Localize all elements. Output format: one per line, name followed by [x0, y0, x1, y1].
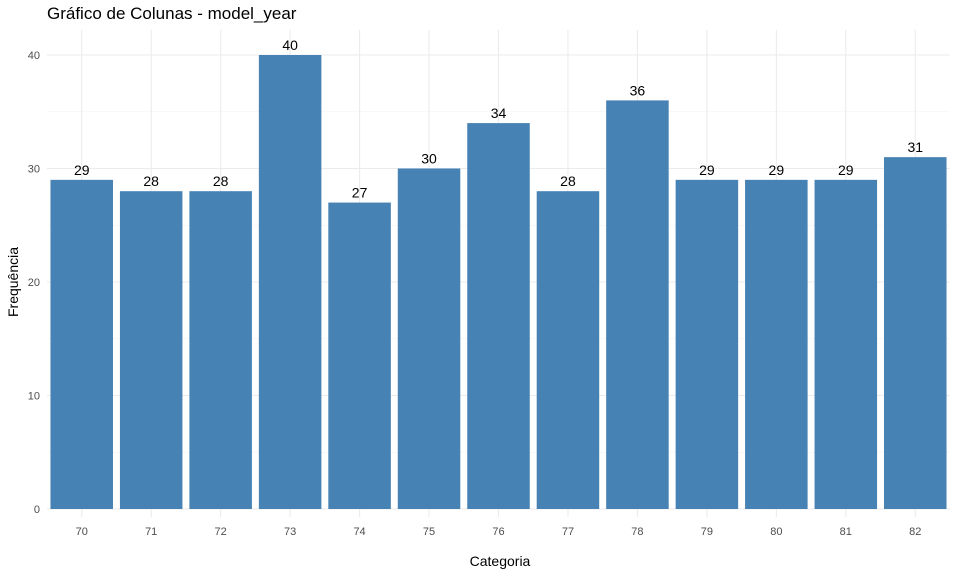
bar-value-label: 40: [282, 37, 298, 53]
bar: [606, 100, 669, 510]
y-axis-ticks: 0 10 20 30 40: [28, 50, 40, 516]
bar: [536, 191, 600, 509]
bar-value-label: 29: [838, 162, 854, 178]
y-axis-title: Frequência: [5, 247, 21, 317]
x-tick-label: 70: [76, 526, 88, 538]
x-tick-label: 73: [284, 526, 296, 538]
chart-title: Gráfico de Colunas - model_year: [47, 4, 297, 23]
x-tick-label: 74: [353, 526, 365, 538]
bar-value-labels: 29 28 28 40 27 30 34 28 36 29 29 29 31: [74, 37, 923, 201]
bar: [745, 179, 808, 509]
bar: [884, 157, 947, 509]
bar-value-label: 36: [630, 82, 646, 98]
bar-value-label: 34: [491, 105, 507, 121]
y-tick-label: 30: [28, 164, 40, 176]
bar-value-label: 29: [699, 162, 715, 178]
bar-value-label: 29: [74, 162, 90, 178]
x-tick-label: 72: [215, 526, 227, 538]
x-tick-label: 78: [631, 526, 643, 538]
bar: [397, 168, 461, 509]
x-tick-label: 76: [492, 526, 504, 538]
x-tick-label: 79: [701, 526, 713, 538]
x-tick-label: 80: [770, 526, 782, 538]
x-tick-label: 81: [840, 526, 852, 538]
bar: [328, 202, 391, 510]
y-tick-label: 10: [28, 391, 40, 403]
x-tick-label: 71: [145, 526, 157, 538]
x-tick-label: 77: [562, 526, 574, 538]
bar: [467, 123, 530, 509]
bar-value-label: 30: [421, 151, 437, 167]
y-tick-label: 40: [28, 50, 40, 62]
bar: [50, 179, 113, 509]
bar-value-label: 31: [907, 139, 923, 155]
bar: [814, 179, 878, 509]
x-axis-ticks: 70 71 72 73 74 75 76 77 78 79 80 81 82: [76, 526, 922, 538]
x-tick-label: 75: [423, 526, 435, 538]
x-tick-label: 82: [909, 526, 921, 538]
bar-value-label: 29: [769, 162, 785, 178]
bar-value-label: 28: [560, 173, 576, 189]
bars: [50, 55, 947, 510]
y-tick-label: 20: [28, 277, 40, 289]
bar: [189, 191, 252, 509]
y-tick-label: 0: [34, 504, 40, 516]
bar: [119, 191, 183, 509]
bar-value-label: 28: [213, 173, 229, 189]
bar: [258, 55, 322, 509]
bar: [675, 179, 739, 509]
bar-value-label: 27: [352, 185, 368, 201]
x-axis-title: Categoria: [470, 553, 531, 569]
bar-value-label: 28: [143, 173, 159, 189]
